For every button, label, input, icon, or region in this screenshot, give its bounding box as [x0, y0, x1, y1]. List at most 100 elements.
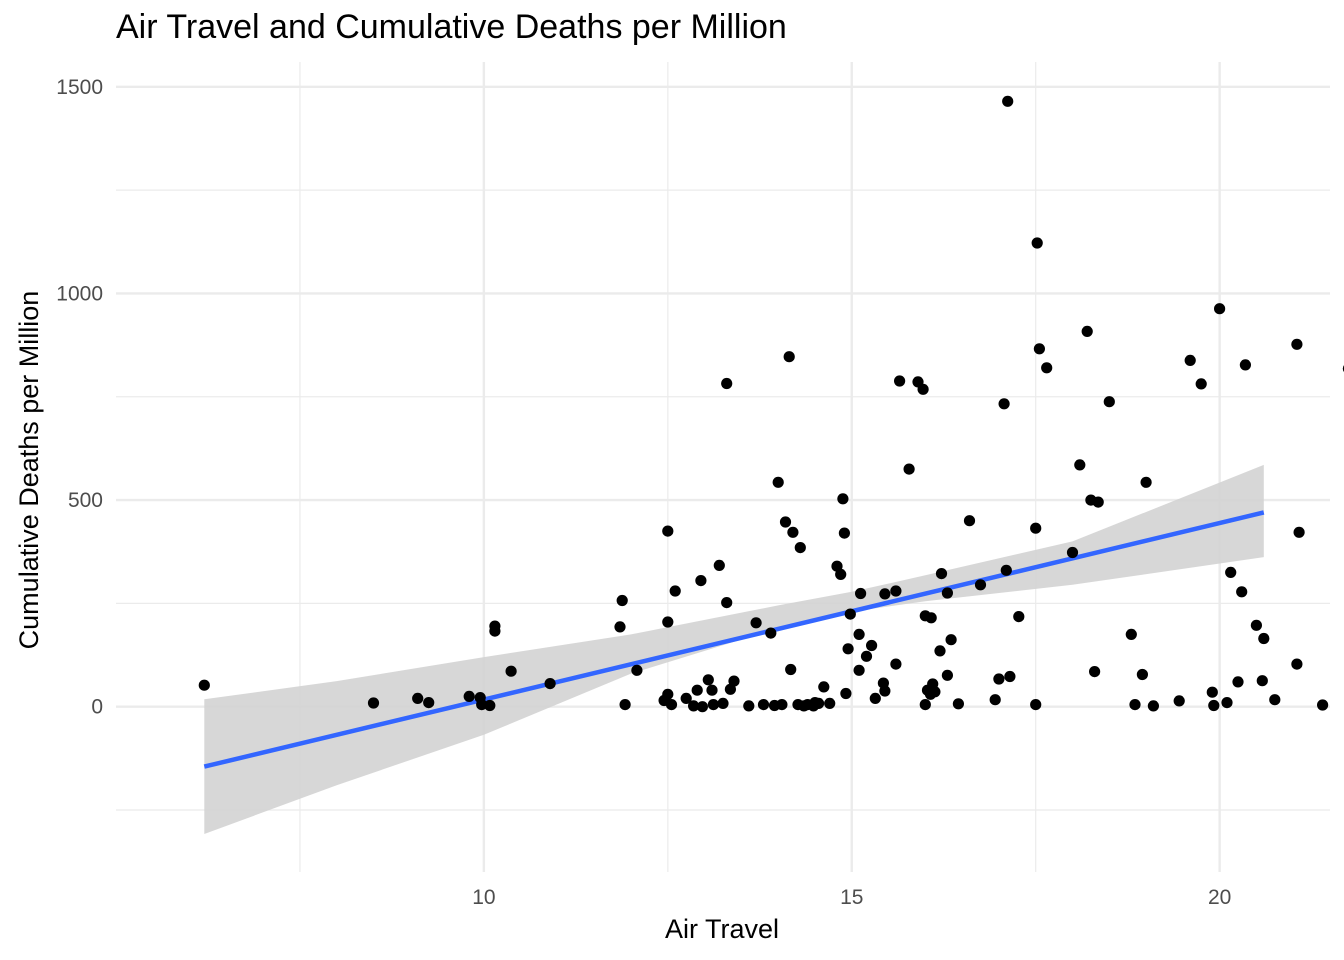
data-point	[838, 527, 851, 539]
data-point	[367, 697, 380, 709]
data-point	[1291, 338, 1303, 350]
data-point	[998, 398, 1010, 410]
data-point	[941, 669, 954, 681]
x-axis-title: Air Travel	[665, 914, 779, 944]
data-point	[743, 700, 755, 712]
data-point	[1214, 303, 1226, 315]
data-point	[695, 575, 707, 587]
minor-gridlines	[116, 62, 1330, 872]
data-point	[929, 686, 941, 698]
data-point	[1129, 699, 1141, 711]
data-point	[945, 634, 957, 646]
data-point	[941, 587, 954, 599]
data-point	[757, 699, 770, 711]
data-point	[993, 673, 1005, 685]
data-point	[869, 692, 881, 705]
data-point	[1013, 611, 1025, 623]
data-point	[1103, 396, 1115, 408]
data-point	[974, 579, 987, 591]
y-tick-label: 500	[68, 489, 103, 512]
data-point	[785, 663, 797, 676]
tick-labels-layer: 0 500 1000 1500 10 15 20	[56, 76, 1231, 909]
data-point	[855, 587, 867, 600]
data-point	[824, 697, 836, 710]
data-point	[837, 493, 849, 505]
data-point	[662, 688, 674, 700]
data-point	[688, 700, 700, 712]
data-point	[917, 383, 929, 395]
data-point	[198, 679, 210, 691]
data-point	[412, 692, 424, 705]
data-point	[721, 597, 733, 609]
data-point	[1239, 359, 1251, 371]
data-point	[776, 699, 788, 711]
chart-title: Air Travel and Cumulative Deaths per Mil…	[116, 8, 787, 46]
data-point	[484, 699, 496, 712]
data-point	[1269, 694, 1281, 706]
data-point	[783, 351, 795, 363]
data-points-layer	[198, 95, 1344, 713]
data-point	[1250, 619, 1262, 631]
data-point	[691, 684, 703, 696]
data-point	[423, 697, 435, 709]
y-tick-label: 1000	[56, 282, 103, 305]
data-point	[619, 699, 631, 711]
data-point	[935, 568, 948, 580]
data-point	[879, 685, 891, 697]
data-point	[840, 687, 852, 700]
data-point	[860, 650, 873, 662]
data-point	[721, 377, 733, 390]
data-point	[489, 625, 501, 637]
data-point	[505, 665, 517, 677]
data-point	[702, 674, 714, 686]
data-point	[1041, 362, 1053, 374]
data-point	[1258, 632, 1270, 645]
data-point	[1208, 699, 1220, 712]
data-point	[696, 701, 709, 713]
data-point	[853, 664, 865, 676]
data-point	[1236, 586, 1248, 598]
data-point	[919, 699, 931, 711]
data-point	[544, 678, 556, 690]
data-point	[706, 684, 718, 696]
data-point	[1136, 668, 1148, 681]
data-point	[728, 675, 740, 687]
data-point	[1173, 695, 1185, 707]
data-point	[750, 617, 762, 629]
y-tick-label: 0	[91, 696, 103, 719]
data-point	[1225, 566, 1237, 579]
data-point	[853, 628, 865, 641]
data-point	[662, 525, 674, 537]
data-point	[1184, 354, 1196, 366]
data-point	[1066, 546, 1079, 559]
data-point	[1195, 378, 1207, 390]
data-point	[662, 616, 674, 628]
data-point	[1221, 697, 1233, 709]
data-point	[1092, 496, 1104, 508]
x-tick-label: 10	[472, 886, 495, 909]
data-point	[1030, 522, 1042, 534]
data-point	[842, 643, 854, 655]
y-axis-title: Cumulative Deaths per Million	[14, 291, 44, 650]
data-point	[813, 697, 825, 710]
x-tick-label: 15	[840, 886, 863, 909]
data-point	[1000, 564, 1012, 576]
data-point	[1089, 666, 1101, 678]
data-point	[952, 698, 965, 710]
data-point	[1004, 670, 1016, 683]
data-point	[1081, 325, 1093, 337]
data-point	[713, 559, 725, 572]
data-point	[963, 515, 976, 527]
data-point	[835, 568, 847, 581]
data-point	[1317, 699, 1329, 711]
data-point	[463, 690, 475, 703]
x-tick-label: 20	[1208, 886, 1231, 909]
data-point	[844, 608, 856, 620]
data-point	[890, 658, 902, 670]
data-point	[1140, 476, 1152, 488]
y-tick-label: 1500	[56, 76, 103, 99]
data-point	[1033, 343, 1045, 355]
data-point	[772, 476, 784, 488]
data-point	[665, 699, 678, 711]
data-point	[614, 621, 626, 633]
